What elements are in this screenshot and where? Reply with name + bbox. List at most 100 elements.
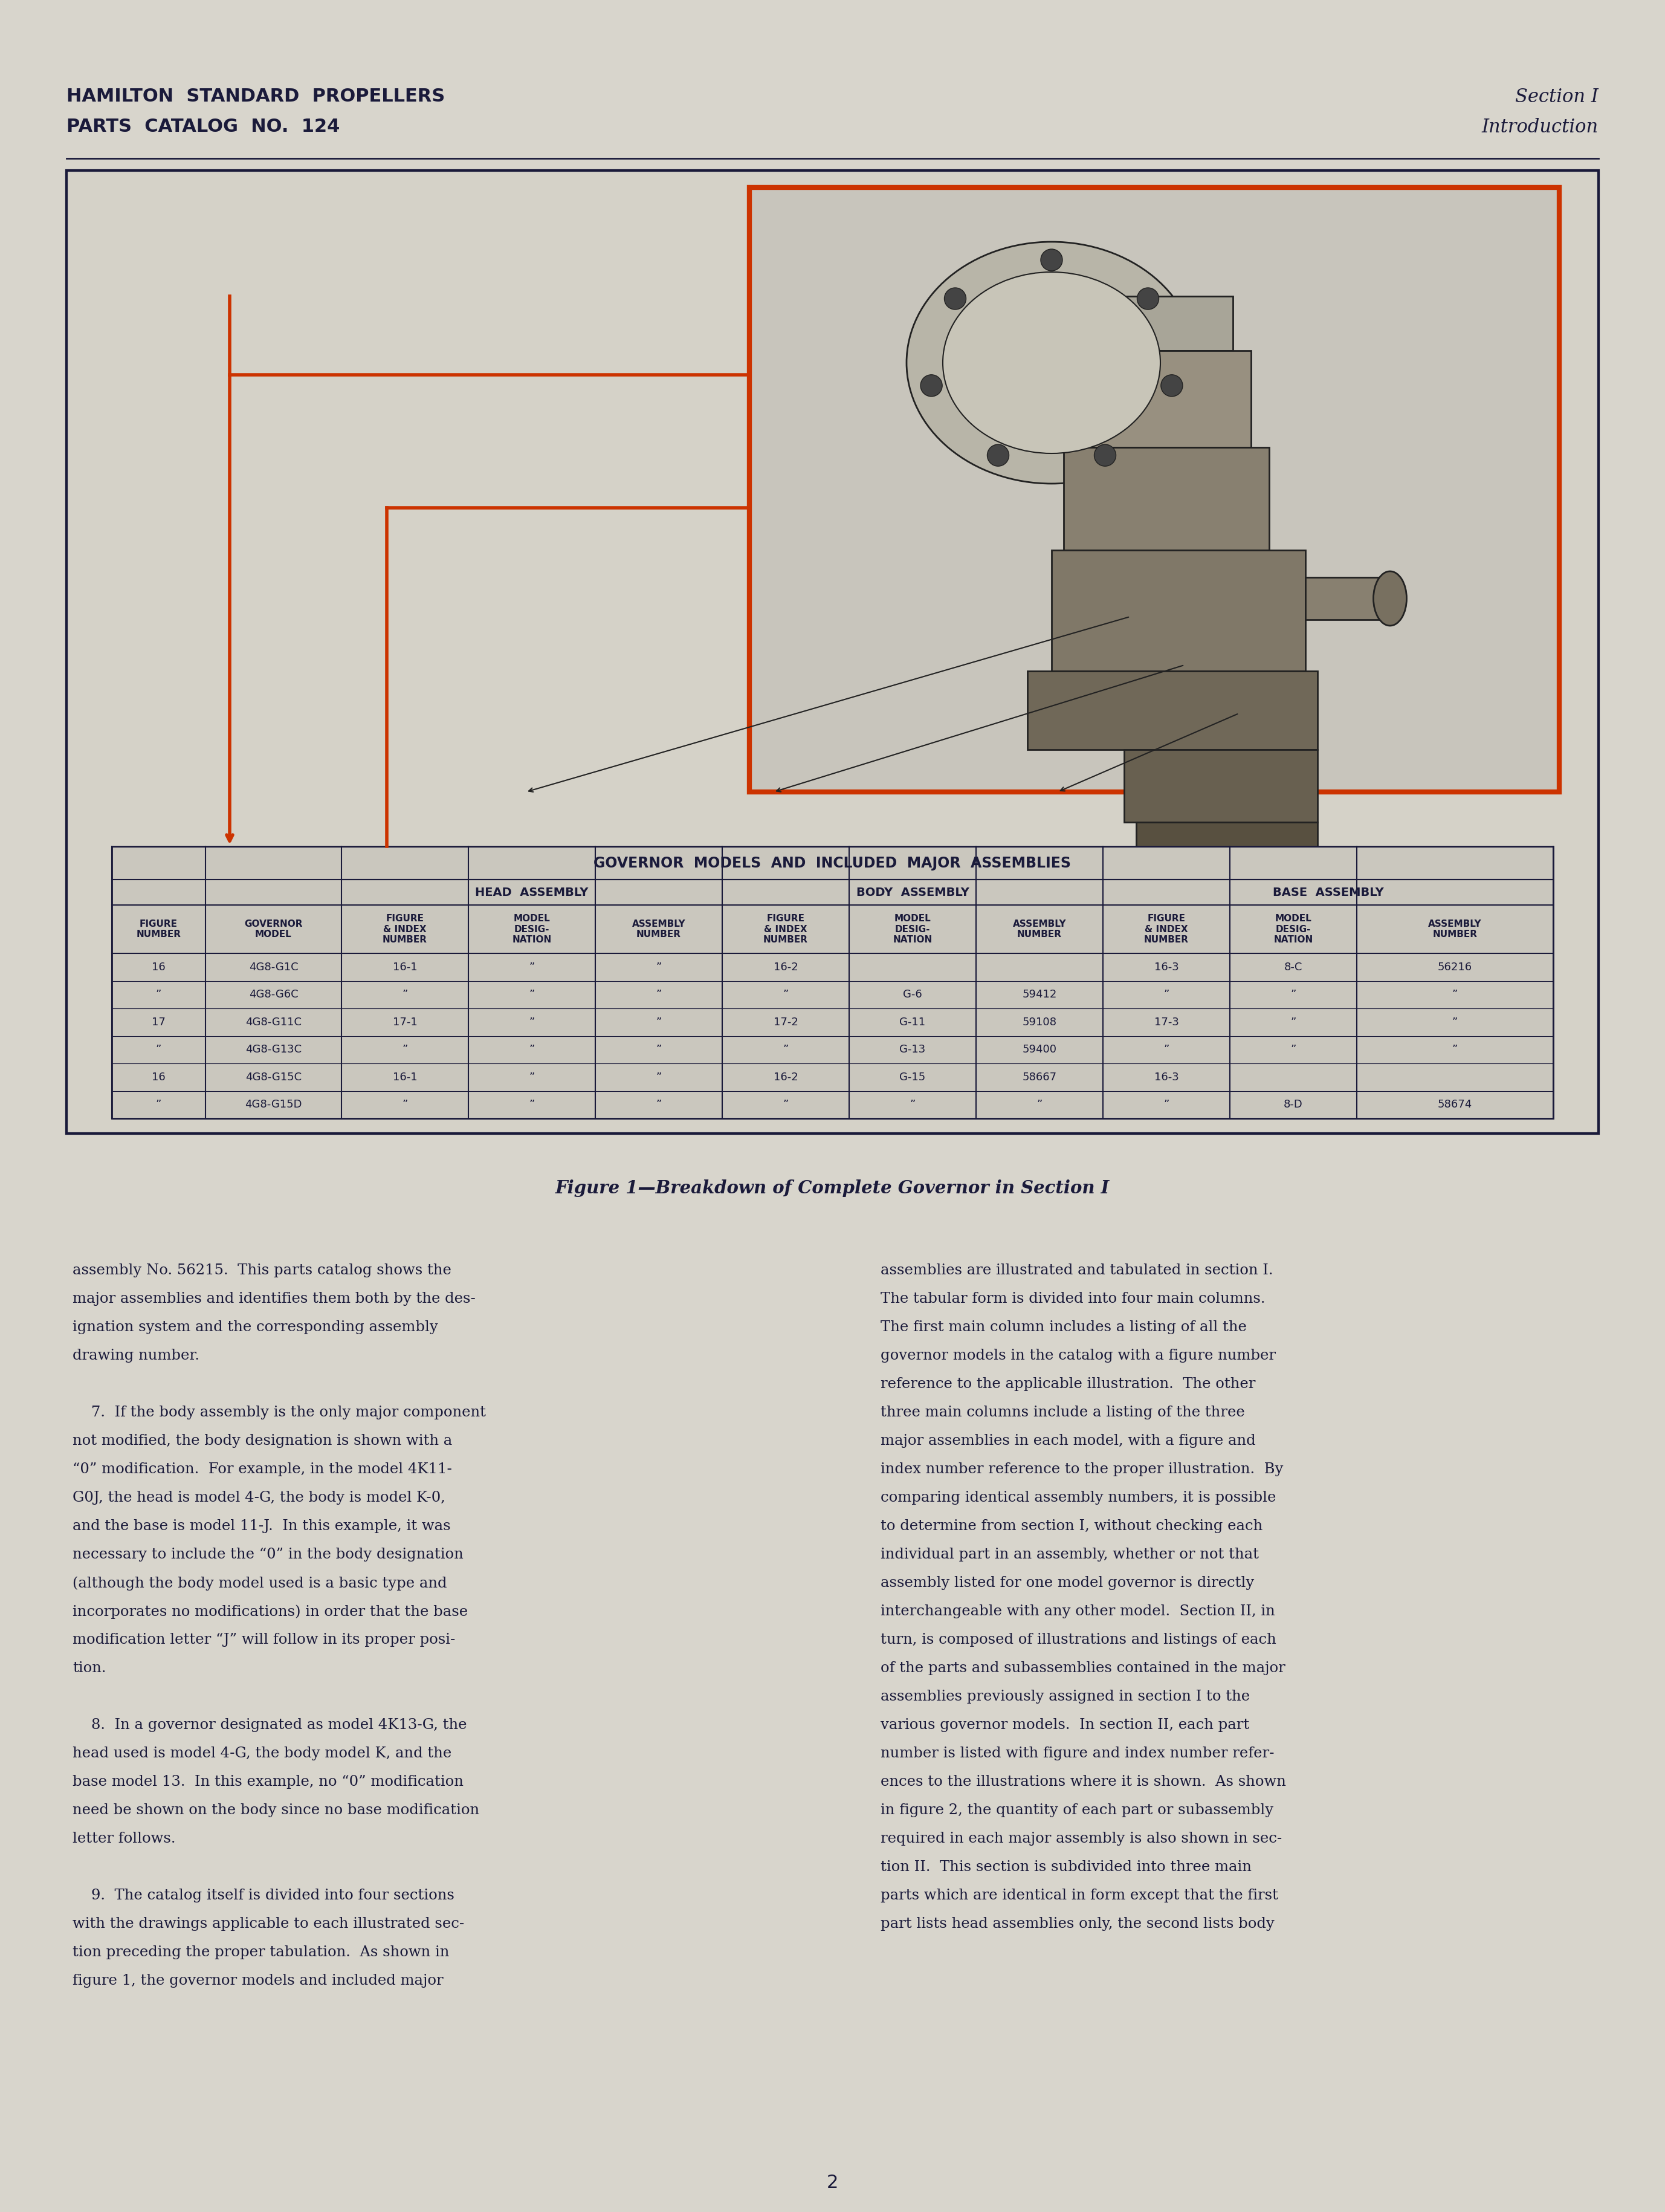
Text: governor models in the catalog with a figure number: governor models in the catalog with a fi… bbox=[881, 1349, 1275, 1363]
Text: 4G8-G13C: 4G8-G13C bbox=[245, 1044, 301, 1055]
Bar bbox=[67, 170, 1598, 1133]
Ellipse shape bbox=[1374, 571, 1407, 626]
Text: FIGURE
& INDEX
NUMBER: FIGURE & INDEX NUMBER bbox=[763, 914, 808, 945]
Text: G0J, the head is model 4-G, the body is model K-0,: G0J, the head is model 4-G, the body is … bbox=[73, 1491, 445, 1504]
Text: and the base is model 11-J.  In this example, it was: and the base is model 11-J. In this exam… bbox=[73, 1520, 451, 1533]
Text: ”: ” bbox=[909, 1099, 916, 1110]
Text: major assemblies and identifies them both by the des-: major assemblies and identifies them bot… bbox=[73, 1292, 476, 1305]
Text: part lists head assemblies only, the second lists body: part lists head assemblies only, the sec… bbox=[881, 1918, 1275, 1931]
Text: 59108: 59108 bbox=[1022, 1018, 1057, 1029]
Text: ”: ” bbox=[1452, 989, 1459, 1000]
Text: 56216: 56216 bbox=[1437, 962, 1472, 973]
Text: tion.: tion. bbox=[73, 1661, 107, 1674]
Text: drawing number.: drawing number. bbox=[73, 1349, 200, 1363]
Text: ”: ” bbox=[401, 1099, 408, 1110]
Circle shape bbox=[1161, 374, 1182, 396]
Text: “0” modification.  For example, in the model 4K11-: “0” modification. For example, in the mo… bbox=[73, 1462, 451, 1475]
Bar bbox=[1136, 823, 1317, 872]
Text: MODEL
DESIG-
NATION: MODEL DESIG- NATION bbox=[513, 914, 551, 945]
Text: base model 13.  In this example, no “0” modification: base model 13. In this example, no “0” m… bbox=[73, 1774, 463, 1790]
Bar bbox=[112, 847, 1553, 1119]
Text: ”: ” bbox=[529, 989, 534, 1000]
Text: ”: ” bbox=[157, 1099, 162, 1110]
Text: ignation system and the corresponding assembly: ignation system and the corresponding as… bbox=[73, 1321, 438, 1334]
Text: 16-3: 16-3 bbox=[1154, 962, 1179, 973]
Text: PARTS  CATALOG  NO.  124: PARTS CATALOG NO. 124 bbox=[67, 117, 340, 135]
Text: The first main column includes a listing of all the: The first main column includes a listing… bbox=[881, 1321, 1247, 1334]
Text: ”: ” bbox=[656, 989, 661, 1000]
Text: 17: 17 bbox=[152, 1018, 165, 1029]
Circle shape bbox=[1137, 288, 1159, 310]
Text: ”: ” bbox=[1290, 989, 1295, 1000]
Text: GOVERNOR  MODELS  AND  INCLUDED  MAJOR  ASSEMBLIES: GOVERNOR MODELS AND INCLUDED MAJOR ASSEM… bbox=[594, 856, 1071, 869]
Text: ”: ” bbox=[529, 1044, 534, 1055]
Ellipse shape bbox=[942, 272, 1161, 453]
Text: Introduction: Introduction bbox=[1482, 117, 1598, 137]
Text: need be shown on the body since no base modification: need be shown on the body since no base … bbox=[73, 1803, 480, 1818]
Text: of the parts and subassemblies contained in the major: of the parts and subassemblies contained… bbox=[881, 1661, 1285, 1674]
Text: 4G8-G11C: 4G8-G11C bbox=[245, 1018, 301, 1029]
Text: ”: ” bbox=[401, 989, 408, 1000]
Text: ”: ” bbox=[656, 1044, 661, 1055]
Text: 2: 2 bbox=[826, 2174, 839, 2192]
Text: number is listed with figure and index number refer-: number is listed with figure and index n… bbox=[881, 1747, 1275, 1761]
Text: FIGURE
& INDEX
NUMBER: FIGURE & INDEX NUMBER bbox=[1144, 914, 1189, 945]
Text: individual part in an assembly, whether or not that: individual part in an assembly, whether … bbox=[881, 1548, 1259, 1562]
Text: reference to the applicable illustration.  The other: reference to the applicable illustration… bbox=[881, 1378, 1255, 1391]
Text: 16: 16 bbox=[152, 962, 165, 973]
Text: not modified, the body designation is shown with a: not modified, the body designation is sh… bbox=[73, 1433, 453, 1449]
Circle shape bbox=[944, 288, 966, 310]
Text: 4G8-G15C: 4G8-G15C bbox=[245, 1071, 301, 1082]
Text: ”: ” bbox=[783, 1099, 789, 1110]
Text: ”: ” bbox=[1290, 1018, 1295, 1029]
Text: ”: ” bbox=[656, 962, 661, 973]
Text: ASSEMBLY
NUMBER: ASSEMBLY NUMBER bbox=[1429, 920, 1482, 938]
Text: BASE  ASSEMBLY: BASE ASSEMBLY bbox=[1272, 887, 1384, 898]
Text: ”: ” bbox=[157, 989, 162, 1000]
Text: BODY  ASSEMBLY: BODY ASSEMBLY bbox=[856, 887, 969, 898]
Text: 58674: 58674 bbox=[1437, 1099, 1472, 1110]
Text: ”: ” bbox=[1452, 1018, 1459, 1029]
Text: ”: ” bbox=[529, 1018, 534, 1029]
Text: 7.  If the body assembly is the only major component: 7. If the body assembly is the only majo… bbox=[73, 1405, 486, 1420]
Text: ”: ” bbox=[656, 1099, 661, 1110]
Text: tion II.  This section is subdivided into three main: tion II. This section is subdivided into… bbox=[881, 1860, 1252, 1874]
Text: G-13: G-13 bbox=[899, 1044, 926, 1055]
Bar bbox=[1052, 551, 1305, 670]
Bar bbox=[1124, 750, 1317, 823]
Text: tion preceding the proper tabulation.  As shown in: tion preceding the proper tabulation. As… bbox=[73, 1944, 450, 1960]
Text: ”: ” bbox=[656, 1018, 661, 1029]
Text: G-11: G-11 bbox=[899, 1018, 926, 1029]
Text: modification letter “J” will follow in its proper posi-: modification letter “J” will follow in i… bbox=[73, 1632, 455, 1646]
Circle shape bbox=[921, 374, 942, 396]
Text: ”: ” bbox=[1164, 1044, 1169, 1055]
Text: 4G8-G15D: 4G8-G15D bbox=[245, 1099, 301, 1110]
Text: ASSEMBLY
NUMBER: ASSEMBLY NUMBER bbox=[633, 920, 686, 938]
Text: three main columns include a listing of the three: three main columns include a listing of … bbox=[881, 1405, 1245, 1420]
Text: FIGURE
NUMBER: FIGURE NUMBER bbox=[137, 920, 181, 938]
Text: turn, is composed of illustrations and listings of each: turn, is composed of illustrations and l… bbox=[881, 1632, 1277, 1646]
Text: 17-3: 17-3 bbox=[1154, 1018, 1179, 1029]
Text: assemblies are illustrated and tabulated in section I.: assemblies are illustrated and tabulated… bbox=[881, 1263, 1274, 1276]
Text: The tabular form is divided into four main columns.: The tabular form is divided into four ma… bbox=[881, 1292, 1265, 1305]
Text: ”: ” bbox=[1452, 1044, 1459, 1055]
Text: index number reference to the proper illustration.  By: index number reference to the proper ill… bbox=[881, 1462, 1284, 1475]
Text: G-6: G-6 bbox=[902, 989, 922, 1000]
Text: Figure 1—Breakdown of Complete Governor in Section I: Figure 1—Breakdown of Complete Governor … bbox=[556, 1179, 1109, 1197]
Text: 17-2: 17-2 bbox=[773, 1018, 798, 1029]
Text: ences to the illustrations where it is shown.  As shown: ences to the illustrations where it is s… bbox=[881, 1774, 1287, 1790]
Text: ”: ” bbox=[529, 962, 534, 973]
Text: ”: ” bbox=[1290, 1044, 1295, 1055]
Text: ”: ” bbox=[1164, 989, 1169, 1000]
Text: MODEL
DESIG-
NATION: MODEL DESIG- NATION bbox=[1274, 914, 1314, 945]
Bar bbox=[749, 188, 1558, 792]
Text: G-15: G-15 bbox=[899, 1071, 926, 1082]
Text: interchangeable with any other model.  Section II, in: interchangeable with any other model. Se… bbox=[881, 1604, 1275, 1619]
Text: ”: ” bbox=[529, 1099, 534, 1110]
Text: necessary to include the “0” in the body designation: necessary to include the “0” in the body… bbox=[73, 1548, 463, 1562]
Text: in figure 2, the quantity of each part or subassembly: in figure 2, the quantity of each part o… bbox=[881, 1803, 1274, 1818]
Text: GOVERNOR
MODEL: GOVERNOR MODEL bbox=[245, 920, 303, 938]
Text: HEAD  ASSEMBLY: HEAD ASSEMBLY bbox=[475, 887, 588, 898]
Text: incorporates no modifications) in order that the base: incorporates no modifications) in order … bbox=[73, 1604, 468, 1619]
Text: with the drawings applicable to each illustrated sec-: with the drawings applicable to each ill… bbox=[73, 1918, 465, 1931]
